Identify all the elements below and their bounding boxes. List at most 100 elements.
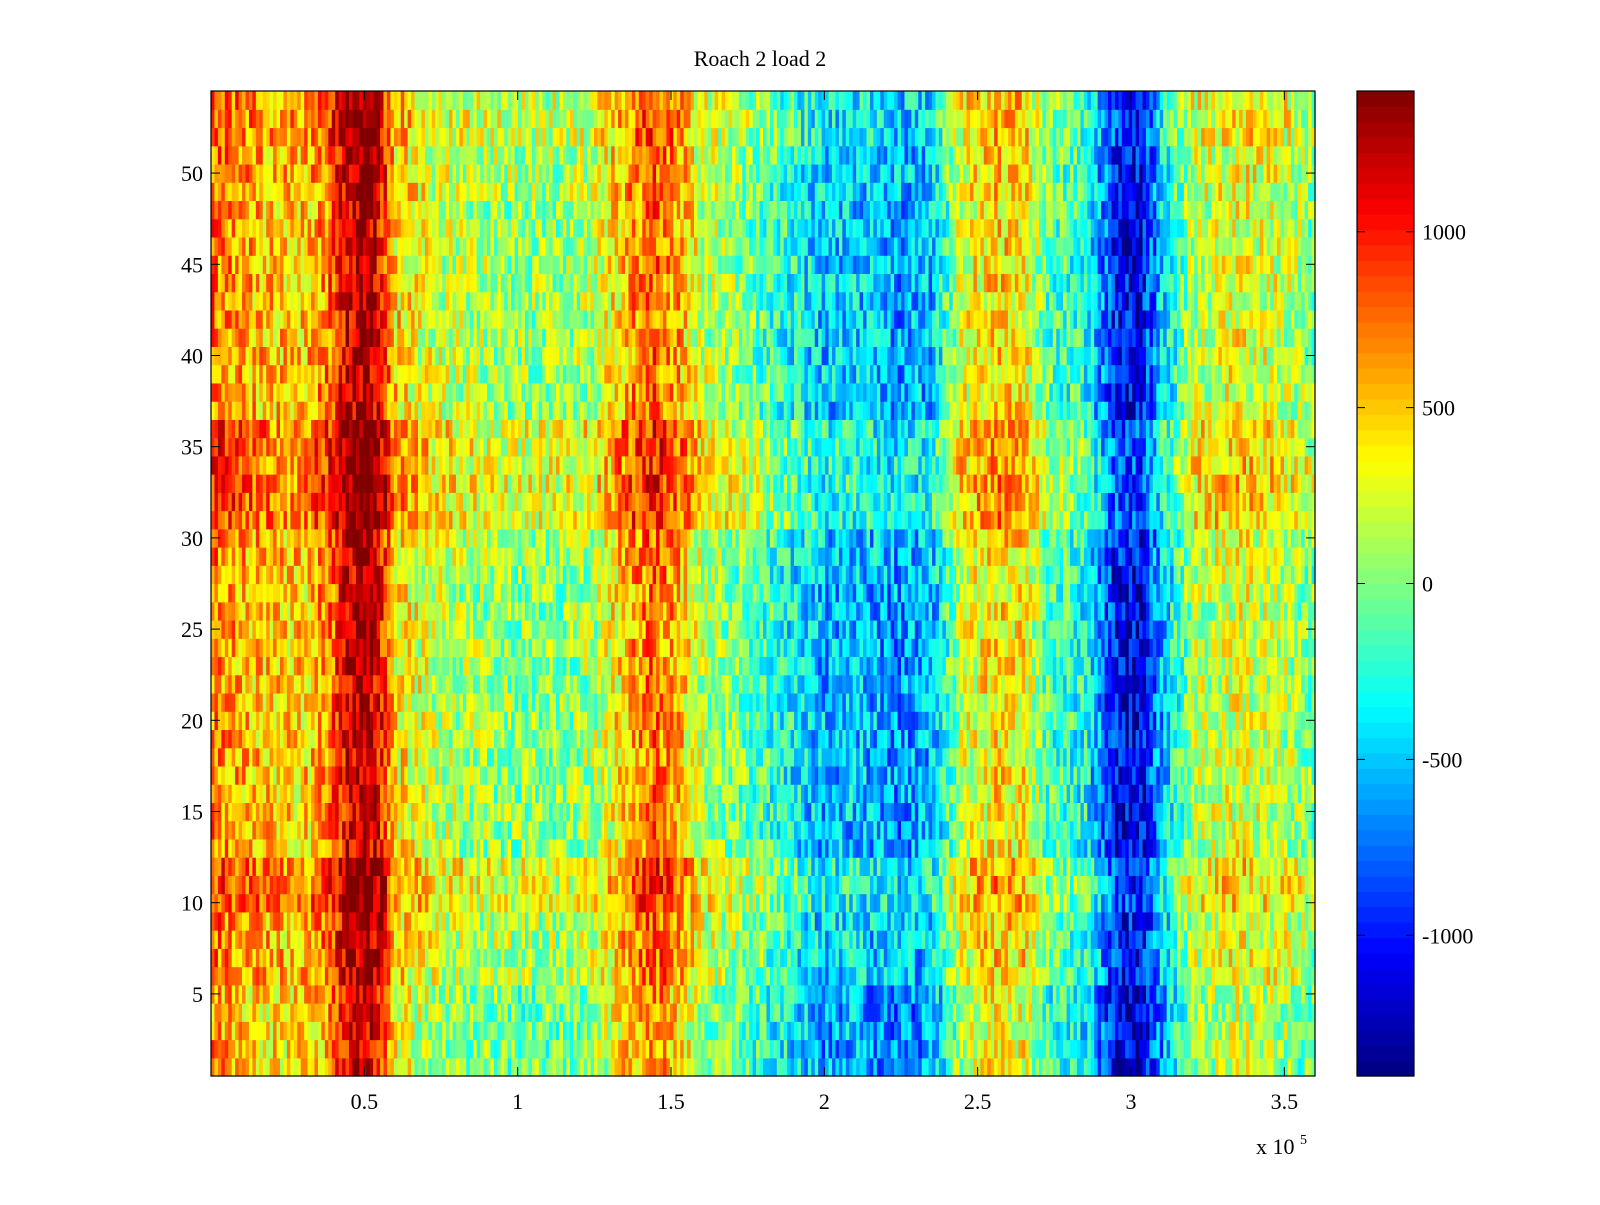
heatmap-cell: [990, 1057, 995, 1077]
heatmap-cell: [683, 1057, 688, 1077]
heatmap-cell: [635, 838, 640, 858]
heatmap-cell: [445, 838, 450, 858]
heatmap-cell: [642, 820, 647, 840]
heatmap-cell: [1225, 857, 1230, 876]
heatmap-cell: [1177, 820, 1182, 840]
heatmap-cell: [362, 893, 367, 913]
heatmap-cell: [1032, 1057, 1037, 1077]
heatmap-cell: [638, 966, 643, 986]
heatmap-cell: [1211, 911, 1216, 931]
heatmap-cell: [673, 911, 678, 931]
heatmap-cell: [431, 911, 436, 931]
heatmap-cell: [1101, 875, 1106, 895]
heatmap-cell: [952, 857, 957, 876]
heatmap-cell: [638, 1021, 643, 1041]
heatmap-cell: [411, 930, 416, 949]
heatmap-cell: [276, 1039, 281, 1059]
heatmap-cell: [583, 875, 588, 895]
heatmap-cell: [452, 875, 457, 895]
heatmap-cell: [483, 875, 488, 895]
heatmap-cell: [383, 948, 388, 968]
heatmap-cell: [690, 1021, 695, 1041]
heatmap-cell: [1011, 893, 1016, 913]
heatmap-cell: [1252, 911, 1257, 931]
heatmap-cell: [673, 948, 678, 968]
heatmap-cell: [966, 875, 971, 895]
heatmap-cell: [1001, 1003, 1006, 1022]
heatmap-cell: [783, 930, 788, 949]
heatmap-cell: [521, 911, 526, 931]
heatmap-cell: [938, 838, 943, 858]
heatmap-cell: [342, 1057, 347, 1077]
heatmap-cell: [797, 838, 802, 858]
heatmap-cell: [328, 911, 333, 931]
heatmap-cell: [231, 1039, 236, 1059]
heatmap-cell: [759, 1039, 764, 1059]
heatmap-cell: [497, 820, 502, 840]
heatmap-cell: [380, 1057, 385, 1077]
heatmap-cell: [487, 784, 492, 803]
heatmap-cell: [800, 893, 805, 913]
heatmap-cell: [1214, 875, 1219, 895]
heatmap-cell: [317, 984, 322, 1004]
heatmap-cell: [738, 1003, 743, 1022]
heatmap-cell: [797, 911, 802, 931]
heatmap-cell: [262, 857, 267, 876]
heatmap-cell: [262, 911, 267, 931]
heatmap-cell: [731, 1057, 736, 1077]
heatmap-cell: [290, 1039, 295, 1059]
heatmap-cell: [262, 784, 267, 803]
heatmap-cell: [383, 875, 388, 895]
heatmap-cell: [238, 1021, 243, 1041]
heatmap-cell: [738, 802, 743, 822]
heatmap-cell: [1121, 948, 1126, 968]
heatmap-cell: [838, 802, 843, 822]
heatmap-cell: [393, 930, 398, 949]
heatmap-cell: [1259, 930, 1264, 949]
heatmap-cell: [911, 1057, 916, 1077]
heatmap-cell: [217, 930, 222, 949]
heatmap-cell: [283, 1003, 288, 1022]
heatmap-cell: [825, 857, 830, 876]
heatmap-cell: [1070, 948, 1075, 968]
heatmap-cell: [1104, 1021, 1109, 1041]
heatmap-cell: [518, 875, 523, 895]
heatmap-cell: [1187, 966, 1192, 986]
heatmap-cell: [1297, 875, 1302, 895]
heatmap-cell: [759, 930, 764, 949]
heatmap-cell: [473, 875, 478, 895]
heatmap-cell: [328, 1057, 333, 1077]
heatmap-cell: [1304, 1003, 1309, 1022]
heatmap-cell: [1173, 984, 1178, 1004]
heatmap-cell: [818, 1039, 823, 1059]
heatmap-cell: [1308, 875, 1313, 895]
heatmap-cell: [1177, 911, 1182, 931]
heatmap-cell: [880, 948, 885, 968]
heatmap-cell: [932, 875, 937, 895]
heatmap-cell: [669, 911, 674, 931]
heatmap-cell: [876, 984, 881, 1004]
heatmap-cell: [780, 1021, 785, 1041]
heatmap-cell: [414, 1039, 419, 1059]
heatmap-cell: [418, 948, 423, 968]
heatmap-cell: [1056, 1021, 1061, 1041]
heatmap-cell: [631, 1003, 636, 1022]
heatmap-cell: [976, 1003, 981, 1022]
heatmap-cell: [583, 911, 588, 931]
heatmap-cell: [1056, 930, 1061, 949]
heatmap-cell: [314, 857, 319, 876]
heatmap-cell: [438, 838, 443, 858]
heatmap-cell: [1042, 802, 1047, 822]
heatmap-cell: [445, 1039, 450, 1059]
heatmap-cell: [211, 820, 216, 840]
heatmap-cell: [549, 1003, 554, 1022]
heatmap-cell: [407, 893, 412, 913]
heatmap-cell: [500, 911, 505, 931]
heatmap-cell: [386, 966, 391, 986]
heatmap-cell: [980, 1021, 985, 1041]
heatmap-cell: [832, 784, 837, 803]
heatmap-cell: [987, 1039, 992, 1059]
heatmap-cell: [738, 930, 743, 949]
heatmap-cell: [856, 875, 861, 895]
heatmap-cell: [838, 1057, 843, 1077]
